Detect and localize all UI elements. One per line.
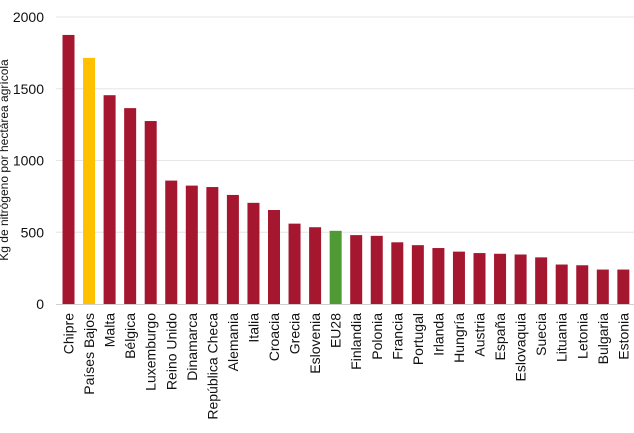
bar (555, 264, 568, 304)
x-tick-label: Polonia (369, 313, 385, 360)
bar (165, 180, 178, 304)
x-tick-label: Chipre (61, 313, 77, 354)
x-tick-label: Francia (389, 313, 405, 360)
x-tick-label: EU28 (328, 313, 344, 348)
x-tick-label: Suecia (533, 313, 549, 356)
bar (391, 242, 404, 304)
bar (268, 210, 280, 304)
bar (432, 248, 445, 304)
bar (309, 227, 322, 304)
x-tick-label: España (492, 313, 508, 361)
x-tick-label: Estonia (615, 313, 631, 360)
x-tick-label: Grecia (287, 313, 303, 354)
bar (576, 265, 589, 304)
x-tick-label: Eslovaquia (513, 313, 529, 382)
y-tick-label: 1500 (13, 81, 44, 97)
y-tick-label: 1000 (13, 153, 44, 169)
x-tick-label: Irlanda (430, 313, 446, 356)
x-tick-label: Finlandia (348, 313, 364, 370)
y-axis-label: Kg de nitrógeno por hectárea agrícola (0, 59, 11, 261)
x-tick-label: Bulgaria (595, 313, 611, 365)
bar (370, 235, 383, 304)
bar (144, 121, 157, 304)
x-tick-label: República Checa (204, 313, 220, 420)
bar (535, 257, 548, 304)
x-tick-label: Portugal (410, 313, 426, 365)
bar (83, 57, 96, 305)
bar (411, 245, 424, 304)
x-tick-label: Letonia (574, 313, 590, 359)
bar (350, 235, 363, 304)
bar (514, 254, 527, 304)
bars (62, 34, 630, 305)
bar (185, 185, 198, 304)
y-tick-label: 500 (21, 224, 45, 240)
bar (596, 269, 609, 304)
y-tick-label: 2000 (13, 9, 44, 25)
bar (62, 34, 75, 304)
x-tick-label: Países Bajos (81, 313, 97, 395)
bar (124, 108, 137, 304)
x-tick-label: Hungría (451, 313, 467, 363)
x-tick-label: Austria (472, 313, 488, 357)
bar (617, 269, 630, 304)
y-axis-ticks: 0 500 1000 1500 2000 (13, 9, 44, 312)
x-tick-label: Italia (245, 313, 261, 343)
bar (494, 253, 507, 304)
bar (329, 230, 342, 304)
x-tick-label: Malta (102, 313, 118, 347)
y-tick-label: 0 (36, 296, 44, 312)
bar (226, 194, 239, 304)
x-axis-labels: Chipre Países Bajos Malta Bélgica Luxemburgo… (61, 313, 632, 420)
x-tick-label: Alemania (225, 313, 241, 372)
grid-lines (56, 16, 634, 233)
x-tick-label: Croacia (266, 313, 282, 361)
bar (473, 253, 486, 304)
x-tick-label: Eslovenia (307, 313, 323, 374)
bar (288, 223, 301, 304)
bar (247, 202, 260, 304)
bar (452, 251, 465, 304)
bar (103, 95, 116, 305)
x-tick-label: Dinamarca (184, 313, 200, 381)
x-tick-label: Luxemburgo (143, 313, 159, 391)
x-tick-label: Reino Unido (163, 313, 179, 390)
bar (206, 187, 219, 304)
x-tick-label: Lituania (554, 313, 570, 362)
x-tick-label: Bélgica (122, 313, 138, 359)
